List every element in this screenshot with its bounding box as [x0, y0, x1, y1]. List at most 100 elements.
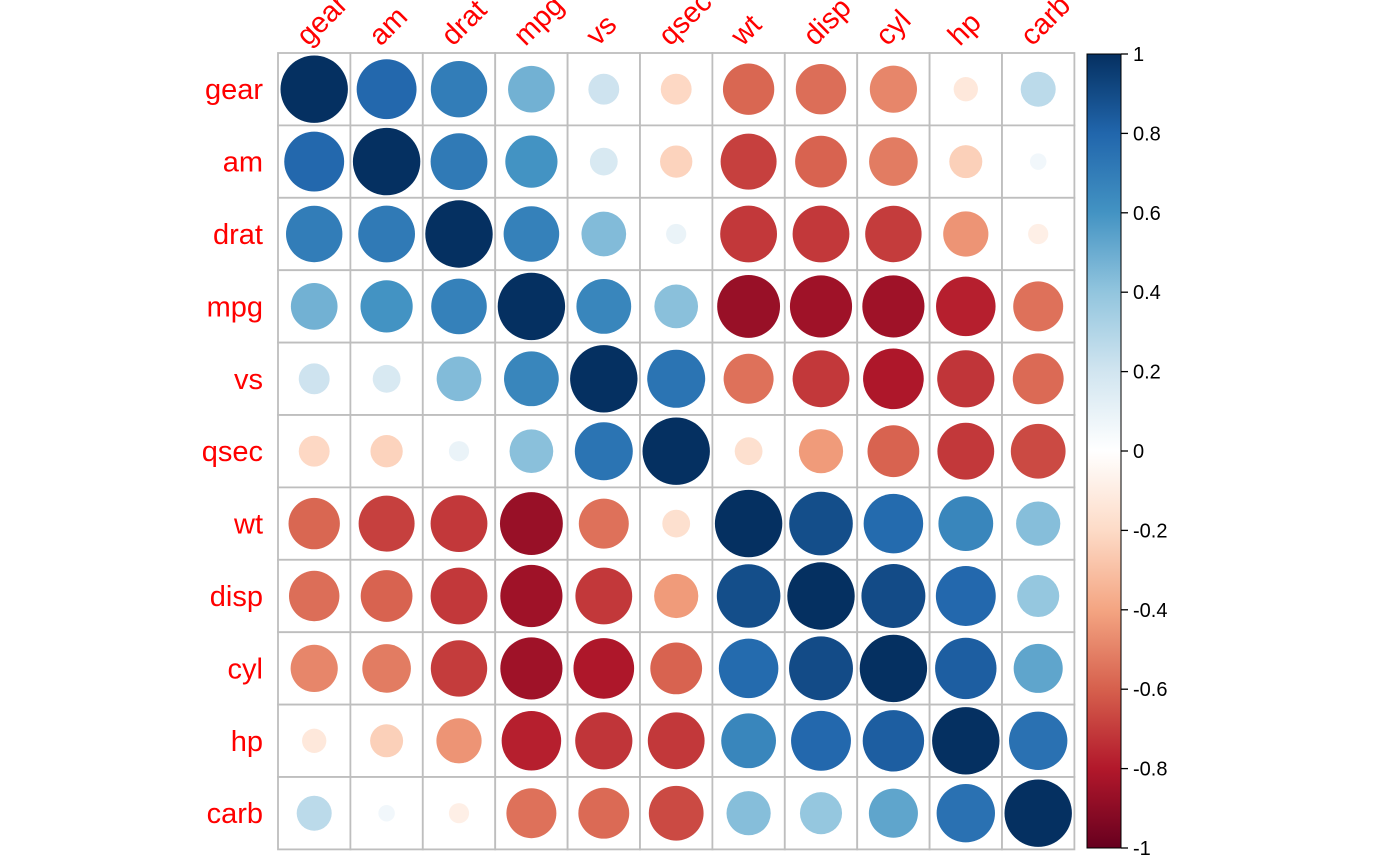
corr-circle-vs-drat: [436, 356, 482, 402]
corr-circle-qsec-am: [370, 435, 403, 468]
corr-circle-wt-mpg: [499, 492, 563, 556]
col-label-qsec: qsec: [653, 0, 719, 52]
col-label-wt: wt: [724, 9, 768, 53]
corr-circle-am-am: [352, 127, 421, 196]
corr-circle-drat-hp: [943, 211, 989, 257]
corr-circle-wt-qsec: [662, 509, 691, 538]
corr-circle-disp-qsec: [654, 573, 699, 619]
corr-circle-hp-hp: [932, 707, 1000, 775]
row-labels: gear am drat mpg vs qsec wt disp cyl hp carb: [202, 74, 264, 830]
row-label-drat: drat: [213, 219, 263, 251]
corr-circle-vs-hp: [937, 350, 995, 408]
corr-circle-gear-hp: [953, 77, 978, 102]
corr-circle-am-wt: [720, 133, 777, 190]
corr-circle-drat-gear: [286, 205, 343, 263]
corr-circle-wt-cyl: [863, 493, 924, 554]
corr-circle-cyl-disp: [789, 636, 853, 701]
corr-circle-qsec-drat: [448, 441, 470, 462]
row-label-am: am: [223, 147, 263, 179]
corr-circle-hp-qsec: [647, 712, 705, 770]
colorbar-tick-label: 0.8: [1133, 123, 1161, 145]
corr-circle-carb-qsec: [648, 785, 704, 841]
corr-circle-drat-wt: [720, 205, 777, 263]
corr-circle-drat-drat: [425, 200, 493, 268]
corr-circle-gear-drat: [430, 60, 488, 118]
colorbar-tick-label: 1: [1133, 44, 1144, 66]
corr-circle-hp-carb: [1009, 711, 1068, 770]
corr-circle-mpg-carb: [1013, 281, 1064, 332]
column-labels: gear am drat mpg vs qsec wt disp cyl hp carb: [291, 0, 1078, 53]
corr-circle-cyl-cyl: [859, 634, 928, 703]
corr-circle-carb-vs: [578, 787, 630, 839]
corr-circle-vs-cyl: [863, 348, 924, 410]
corr-circle-drat-mpg: [503, 206, 560, 262]
row-label-qsec: qsec: [202, 436, 263, 468]
corr-circle-mpg-vs: [576, 279, 632, 334]
col-label-cyl: cyl: [870, 4, 918, 52]
correlation-circles: [280, 55, 1072, 847]
corr-circle-mpg-drat: [431, 278, 487, 335]
corr-circle-mpg-mpg: [497, 272, 566, 341]
row-label-mpg: mpg: [207, 291, 263, 323]
corr-circle-am-drat: [430, 133, 488, 191]
col-label-carb: carb: [1015, 0, 1078, 52]
row-label-hp: hp: [231, 726, 263, 758]
corr-circle-carb-wt: [726, 791, 771, 836]
corr-circle-drat-disp: [792, 205, 850, 263]
corr-circle-carb-hp: [936, 784, 995, 843]
corr-circle-gear-vs: [588, 73, 620, 105]
corr-circle-carb-drat: [448, 803, 470, 824]
corr-circle-qsec-hp: [937, 422, 995, 480]
corr-circle-hp-disp: [791, 710, 851, 771]
corr-circle-mpg-cyl: [862, 275, 925, 338]
corr-circle-mpg-gear: [290, 283, 338, 330]
corr-circle-vs-disp: [792, 350, 850, 408]
corr-circle-cyl-gear: [290, 644, 338, 692]
row-label-gear: gear: [205, 74, 263, 106]
colorbar-tick-label: 0.2: [1133, 362, 1161, 384]
corr-circle-hp-wt: [721, 713, 776, 769]
corr-circle-disp-am: [360, 570, 413, 622]
corr-circle-qsec-carb: [1010, 423, 1066, 479]
col-label-am: am: [363, 1, 414, 52]
corr-circle-am-mpg: [505, 135, 558, 188]
colorbar-ticks: 1 0.8 0.6 0.4 0.2 0 -0.2 -0.4 -0.6 -0.8 -1: [1121, 44, 1167, 860]
corr-circle-hp-vs: [575, 712, 633, 770]
corr-circle-drat-carb: [1028, 223, 1049, 245]
corr-circle-cyl-drat: [430, 640, 488, 697]
corr-circle-wt-vs: [578, 498, 629, 549]
corr-circle-gear-wt: [722, 63, 775, 115]
corr-circle-qsec-vs: [574, 422, 633, 481]
corr-circle-cyl-vs: [573, 638, 635, 699]
corr-circle-drat-am: [358, 205, 415, 263]
row-label-carb: carb: [207, 798, 263, 830]
col-label-disp: disp: [797, 0, 857, 52]
colorbar-tick-label: 0.4: [1133, 282, 1161, 304]
corr-circle-hp-cyl: [862, 710, 925, 772]
corr-circle-carb-gear: [296, 795, 332, 831]
corr-circle-mpg-qsec: [654, 284, 699, 329]
corr-circle-gear-am: [356, 59, 417, 120]
colorbar-tick-label: -1: [1133, 838, 1151, 860]
corr-circle-mpg-am: [360, 280, 413, 333]
corr-circle-carb-mpg: [506, 788, 557, 839]
colorbar: 1 0.8 0.6 0.4 0.2 0 -0.2 -0.4 -0.6 -0.8 -1: [1086, 44, 1167, 860]
corr-circle-carb-disp: [799, 792, 843, 835]
corr-circle-vs-wt: [723, 353, 774, 404]
corr-circle-vs-mpg: [504, 351, 559, 407]
corr-circle-wt-disp: [789, 491, 853, 556]
corr-circle-qsec-qsec: [642, 417, 710, 485]
colorbar-tick-label: 0: [1133, 441, 1144, 463]
corr-circle-qsec-gear: [298, 435, 330, 467]
col-label-mpg: mpg: [508, 0, 571, 52]
corr-circle-gear-cyl: [869, 65, 917, 113]
corr-circle-drat-qsec: [666, 223, 687, 245]
corr-circle-wt-gear: [288, 497, 340, 550]
corr-circle-wt-hp: [938, 496, 994, 551]
corr-circle-cyl-am: [362, 644, 411, 693]
corr-circle-cyl-mpg: [500, 637, 563, 700]
corr-circle-disp-drat: [430, 567, 488, 625]
corr-circle-hp-gear: [302, 728, 327, 753]
corr-circle-vs-carb: [1012, 353, 1064, 405]
corr-circle-am-disp: [795, 135, 847, 188]
